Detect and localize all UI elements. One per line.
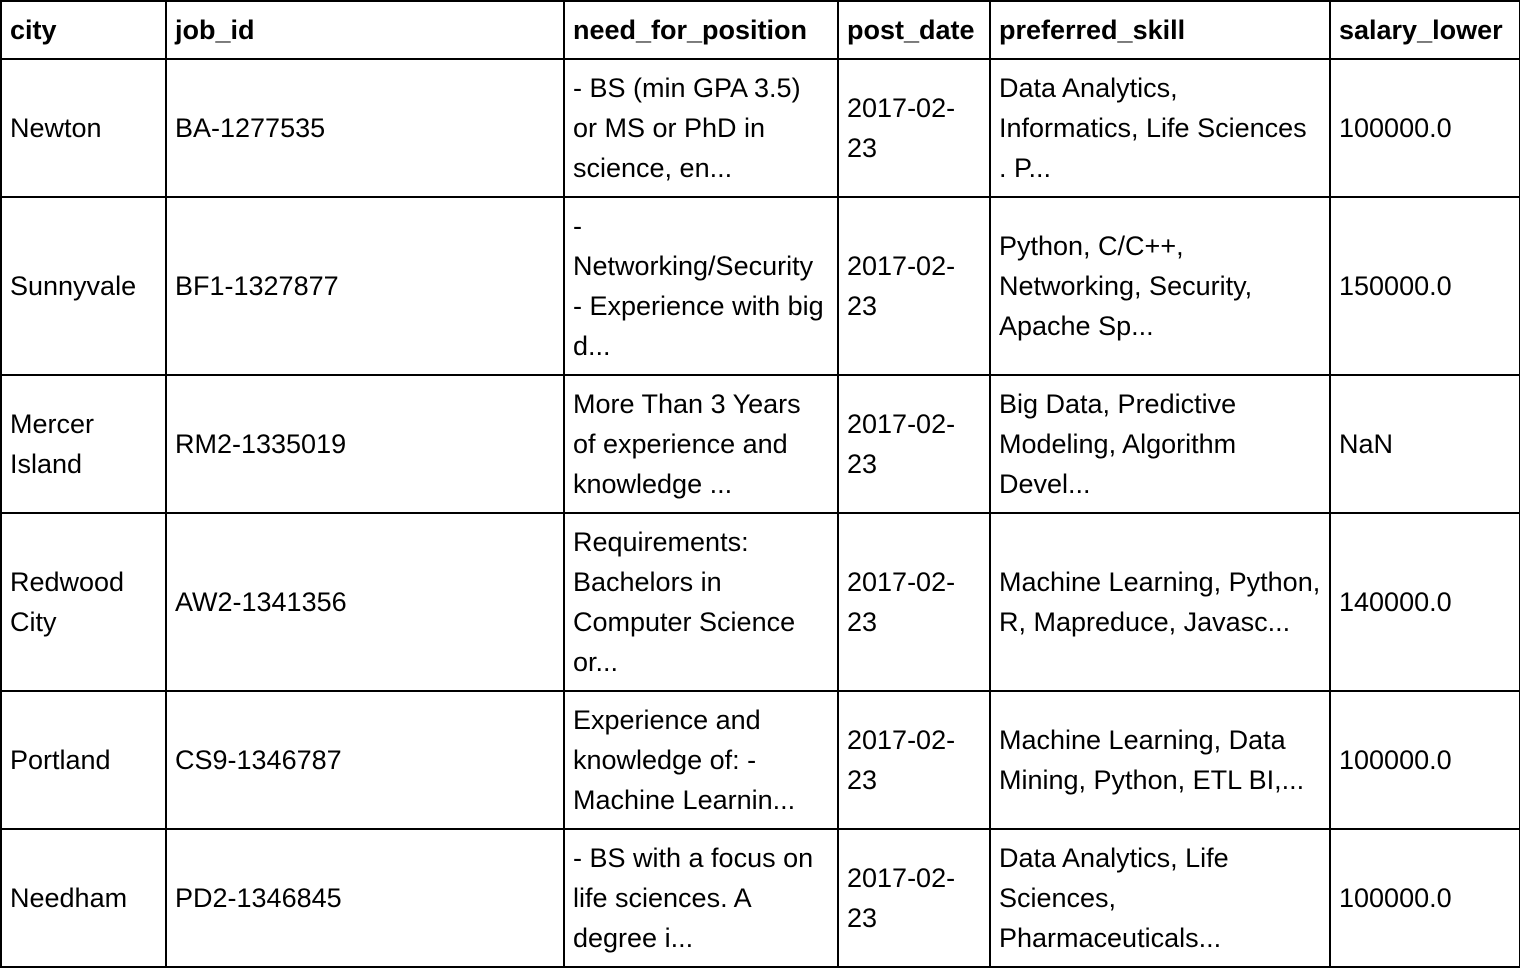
cell-need-for-position: - Networking/Security - Experience with … [563, 196, 839, 376]
cell-city: Portland [0, 690, 167, 830]
table-row: Portland CS9-1346787 Experience and know… [0, 690, 1520, 830]
cell-city: Newton [0, 58, 167, 198]
cell-job-id: BA-1277535 [165, 58, 565, 198]
cell-need-for-position: More Than 3 Years of experience and know… [563, 374, 839, 514]
cell-salary-lower: 140000.0 [1329, 512, 1520, 692]
column-header-preferred-skill: preferred_skill [989, 0, 1331, 60]
cell-need-for-position: - BS with a focus on life sciences. A de… [563, 828, 839, 968]
cell-preferred-skill: Data Analytics, Life Sciences, Pharmaceu… [989, 828, 1331, 968]
cell-job-id: AW2-1341356 [165, 512, 565, 692]
table-row: Redwood City AW2-1341356 Requirements: B… [0, 512, 1520, 692]
cell-city: Redwood City [0, 512, 167, 692]
column-header-city: city [0, 0, 167, 60]
cell-salary-lower: NaN [1329, 374, 1520, 514]
cell-salary-lower: 150000.0 [1329, 196, 1520, 376]
cell-preferred-skill: Data Analytics, Informatics, Life Scienc… [989, 58, 1331, 198]
cell-job-id: PD2-1346845 [165, 828, 565, 968]
cell-preferred-skill: Machine Learning, Data Mining, Python, E… [989, 690, 1331, 830]
cell-job-id: CS9-1346787 [165, 690, 565, 830]
cell-post-date: 2017-02-23 [837, 512, 991, 692]
cell-post-date: 2017-02-23 [837, 690, 991, 830]
cell-salary-lower: 100000.0 [1329, 828, 1520, 968]
cell-need-for-position: Requirements: Bachelors in Computer Scie… [563, 512, 839, 692]
header-row: city job_id need_for_position post_date … [0, 0, 1520, 60]
cell-city: Needham [0, 828, 167, 968]
column-header-need-for-position: need_for_position [563, 0, 839, 60]
table-row: Mercer Island RM2-1335019 More Than 3 Ye… [0, 374, 1520, 514]
column-header-job-id: job_id [165, 0, 565, 60]
cell-post-date: 2017-02-23 [837, 374, 991, 514]
table-row: Sunnyvale BF1-1327877 - Networking/Secur… [0, 196, 1520, 376]
column-header-salary-lower: salary_lower [1329, 0, 1520, 60]
cell-post-date: 2017-02-23 [837, 196, 991, 376]
cell-post-date: 2017-02-23 [837, 828, 991, 968]
column-header-post-date: post_date [837, 0, 991, 60]
cell-post-date: 2017-02-23 [837, 58, 991, 198]
cell-need-for-position: - BS (min GPA 3.5) or MS or PhD in scien… [563, 58, 839, 198]
cell-need-for-position: Experience and knowledge of: - Machine L… [563, 690, 839, 830]
cell-preferred-skill: Big Data, Predictive Modeling, Algorithm… [989, 374, 1331, 514]
cell-city: Sunnyvale [0, 196, 167, 376]
cell-job-id: RM2-1335019 [165, 374, 565, 514]
table-row: Newton BA-1277535 - BS (min GPA 3.5) or … [0, 58, 1520, 198]
cell-city: Mercer Island [0, 374, 167, 514]
cell-salary-lower: 100000.0 [1329, 690, 1520, 830]
cell-preferred-skill: Machine Learning, Python, R, Mapreduce, … [989, 512, 1331, 692]
cell-salary-lower: 100000.0 [1329, 58, 1520, 198]
cell-job-id: BF1-1327877 [165, 196, 565, 376]
cell-preferred-skill: Python, C/C++, Networking, Security, Apa… [989, 196, 1331, 376]
table-row: Needham PD2-1346845 - BS with a focus on… [0, 828, 1520, 968]
